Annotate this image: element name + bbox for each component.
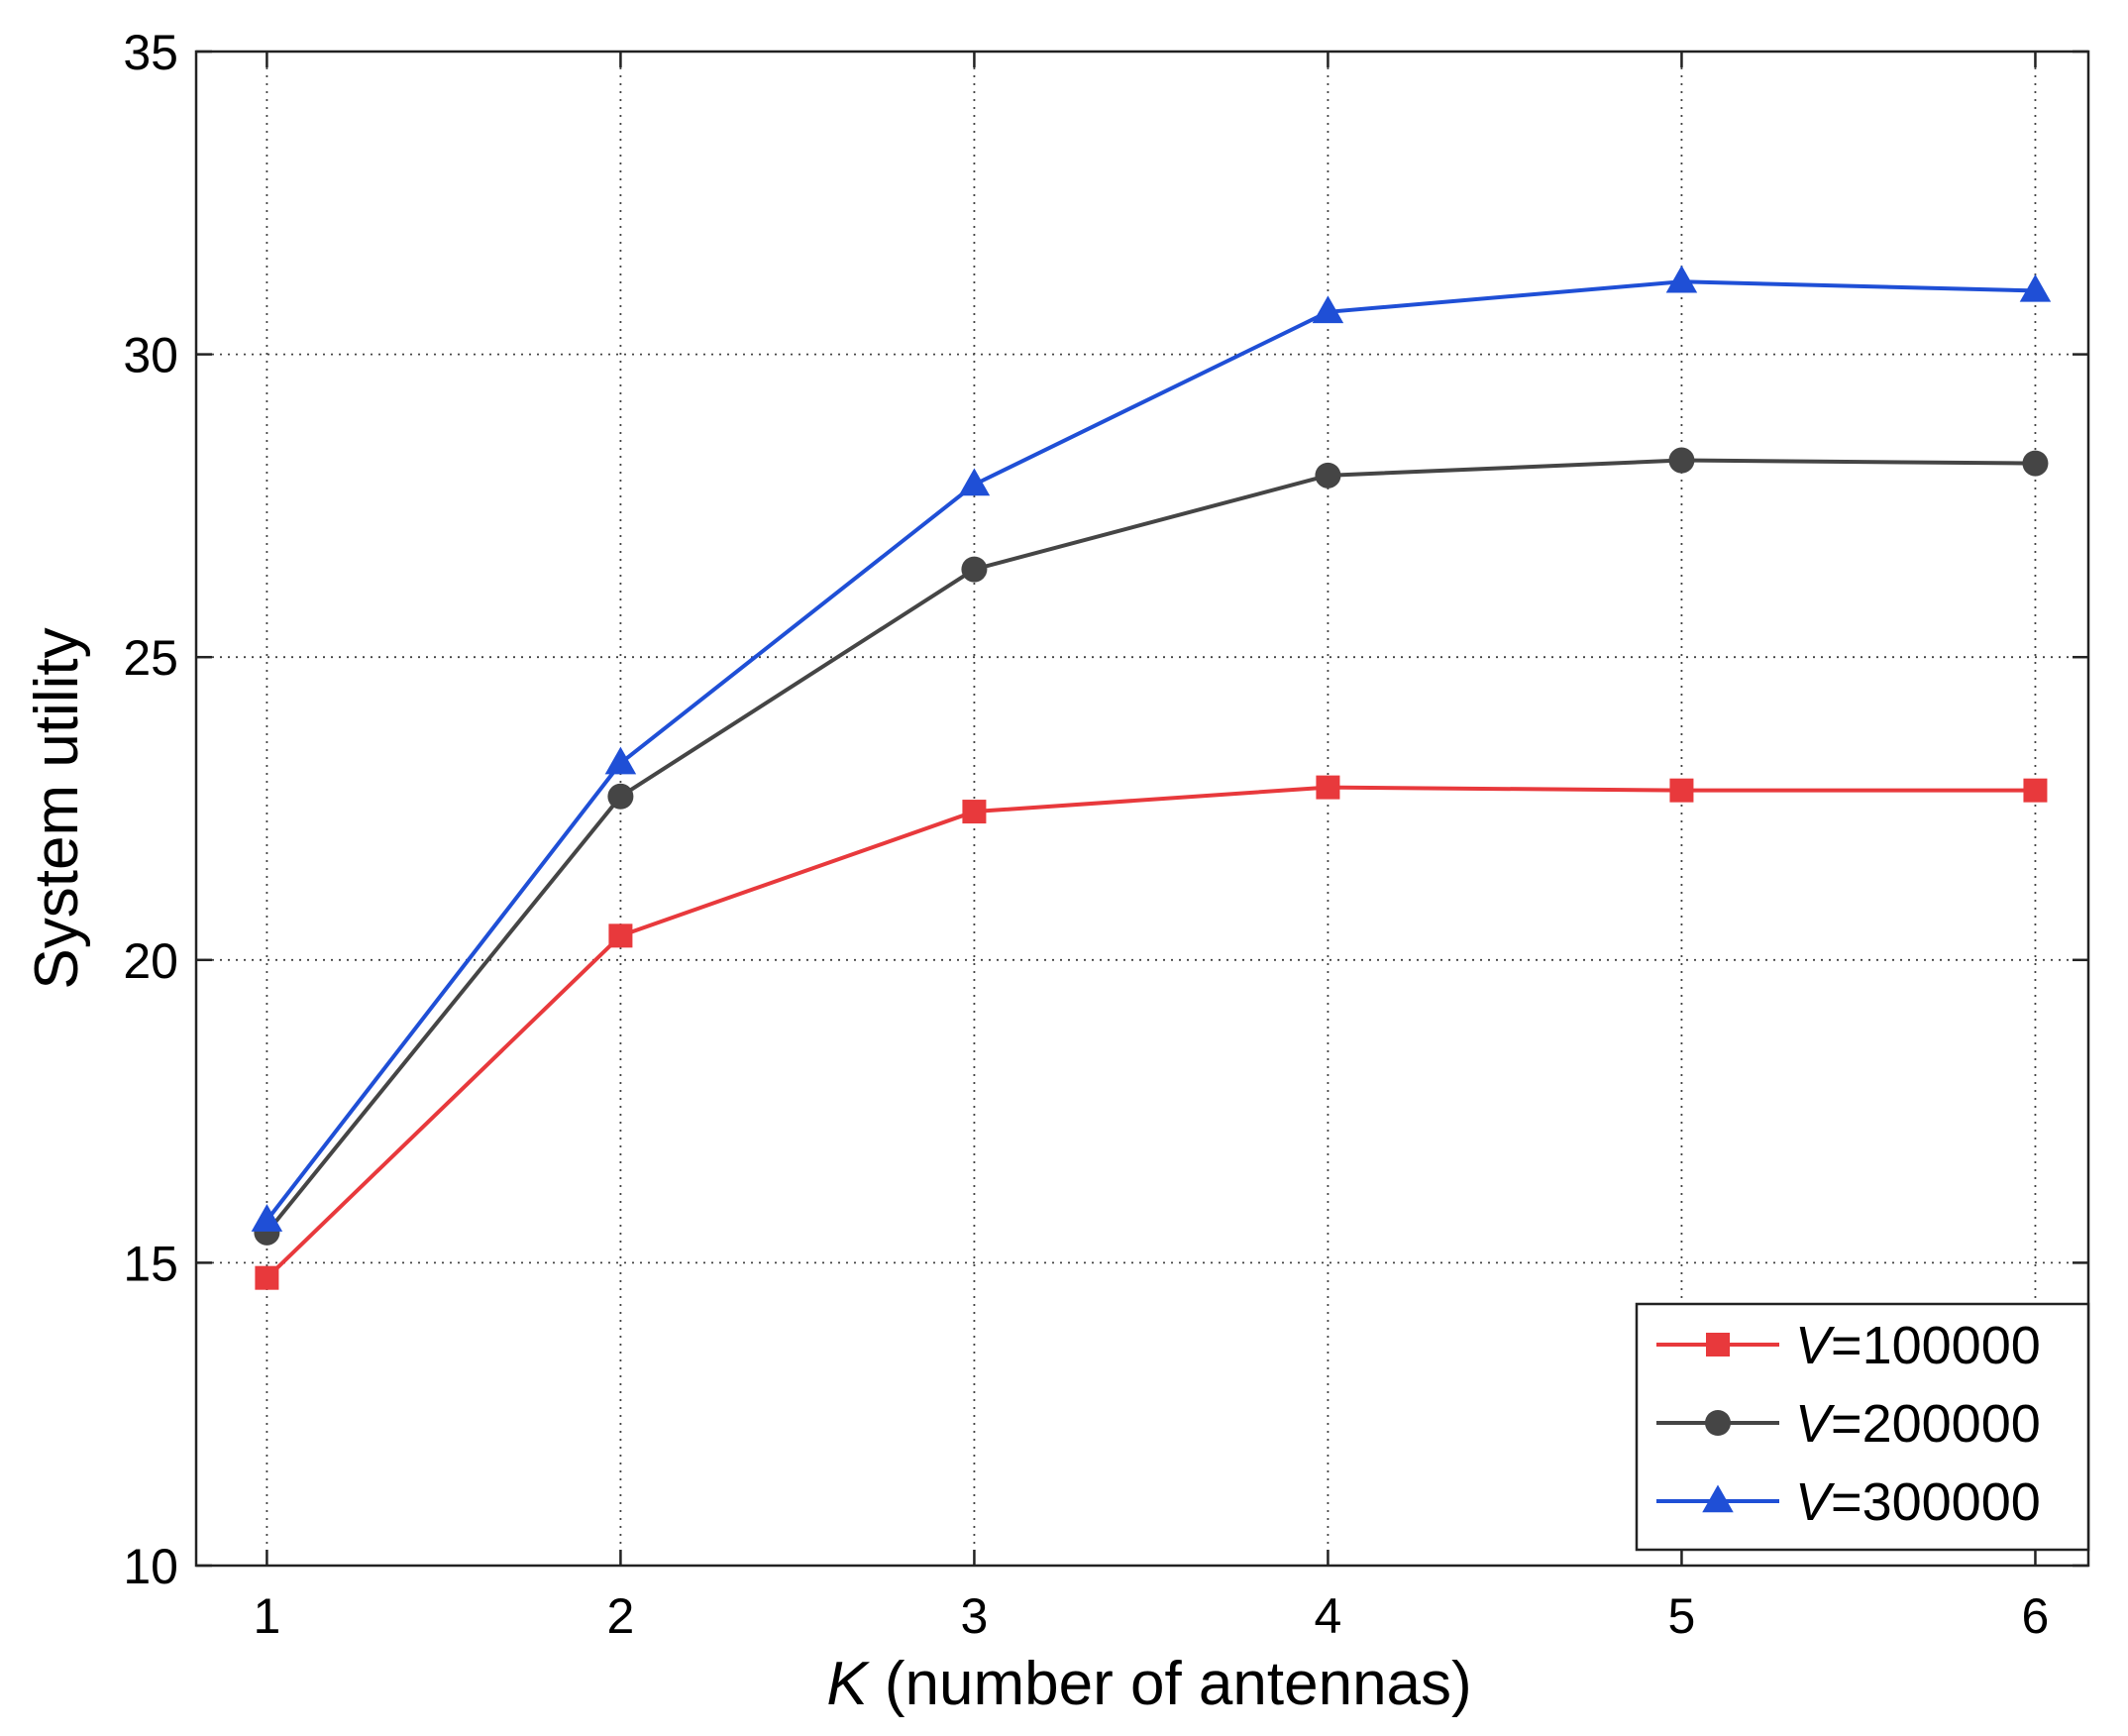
triangle-marker bbox=[2019, 273, 2052, 302]
legend-label: V=300000 bbox=[1795, 1472, 2041, 1532]
legend-item: V=200000 bbox=[1656, 1394, 2041, 1454]
y-tick-label: 10 bbox=[123, 1539, 178, 1594]
x-tick-label: 3 bbox=[961, 1588, 989, 1644]
triangle-marker bbox=[1312, 295, 1344, 324]
x-tick-label: 6 bbox=[2022, 1588, 2050, 1644]
y-tick-labels: 10 15 20 25 30 35 bbox=[123, 25, 178, 1594]
x-axis-label-text: (number of antennas) bbox=[868, 1650, 1472, 1718]
series-1 bbox=[255, 775, 2048, 1290]
square-marker bbox=[1669, 778, 1694, 803]
series-line bbox=[265, 279, 2036, 1222]
y-tick-label: 25 bbox=[123, 630, 178, 686]
x-axis-label: K (number of antennas) bbox=[826, 1650, 1471, 1718]
legend-label: V=100000 bbox=[1795, 1316, 2041, 1375]
x-tick-label: 2 bbox=[607, 1588, 635, 1644]
y-tick-label: 20 bbox=[123, 933, 178, 989]
plot-area bbox=[194, 50, 2090, 1568]
axis-ticks bbox=[196, 50, 2088, 1568]
legend-label-value: =300000 bbox=[1831, 1472, 2041, 1532]
legend-label-variable: V bbox=[1795, 1472, 1836, 1532]
circle-marker bbox=[961, 556, 988, 583]
y-tick-label: 35 bbox=[123, 25, 178, 80]
y-tick-label: 15 bbox=[123, 1236, 178, 1291]
x-tick-labels: 1 2 3 4 5 6 bbox=[253, 1588, 2049, 1644]
legend-triangle-marker bbox=[1702, 1484, 1734, 1513]
y-axis-label: System utility bbox=[23, 627, 91, 989]
series-line bbox=[265, 458, 2036, 1235]
x-tick-label: 4 bbox=[1315, 1588, 1342, 1644]
legend-label: V=200000 bbox=[1795, 1394, 2041, 1454]
x-tick-label: 1 bbox=[253, 1588, 280, 1644]
square-marker bbox=[2023, 778, 2048, 803]
legend-square-marker bbox=[1706, 1333, 1730, 1356]
x-tick-label: 5 bbox=[1668, 1588, 1696, 1644]
circle-marker bbox=[2022, 450, 2049, 477]
triangle-marker bbox=[1665, 265, 1698, 293]
y-tick-label: 30 bbox=[123, 328, 178, 383]
legend-item: V=300000 bbox=[1656, 1472, 2041, 1532]
series-layer bbox=[251, 265, 2052, 1290]
circle-marker bbox=[1315, 462, 1341, 488]
triangle-marker bbox=[958, 468, 991, 496]
legend-label-variable: V bbox=[1795, 1394, 1836, 1454]
triangle-marker bbox=[604, 746, 637, 775]
series-line bbox=[266, 785, 2036, 1280]
circle-marker bbox=[607, 783, 634, 810]
series-3 bbox=[251, 265, 2052, 1232]
square-marker bbox=[608, 923, 633, 948]
square-marker bbox=[255, 1265, 279, 1290]
series-2 bbox=[254, 447, 2049, 1246]
legend-item: V=100000 bbox=[1656, 1316, 2041, 1375]
square-marker bbox=[1316, 775, 1340, 800]
legend-label-value: =100000 bbox=[1831, 1316, 2041, 1375]
square-marker bbox=[962, 800, 987, 824]
x-axis-label-variable: K bbox=[826, 1650, 870, 1718]
triangle-marker bbox=[251, 1204, 283, 1232]
legend-label-variable: V bbox=[1795, 1316, 1836, 1375]
legend-label-value: =200000 bbox=[1831, 1394, 2041, 1454]
legend-circle-marker bbox=[1705, 1410, 1731, 1436]
circle-marker bbox=[1668, 447, 1695, 474]
